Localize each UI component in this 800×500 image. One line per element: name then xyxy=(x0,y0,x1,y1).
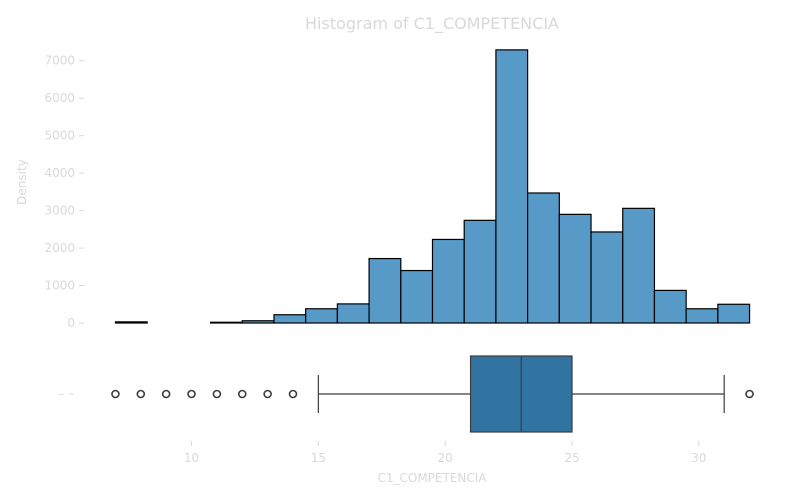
y-tick-label: 7000 xyxy=(44,54,75,68)
chart-title: Histogram of C1_COMPETENCIA xyxy=(305,14,559,34)
histogram-bar xyxy=(558,213,592,324)
boxplot-x-ticks: 10 15 20 25 30 xyxy=(184,441,706,465)
histogram-bar xyxy=(717,303,751,324)
y-axis-label: Density xyxy=(15,159,29,205)
histogram-bar xyxy=(463,219,497,324)
histogram-bar xyxy=(241,320,275,324)
x-tick-label: 25 xyxy=(564,451,579,465)
boxplot: – xyxy=(58,355,754,433)
outlier-point xyxy=(263,389,272,399)
x-tick-label: 20 xyxy=(438,451,453,465)
y-tick-label: 3000 xyxy=(44,204,75,218)
y-tick-label: 0 xyxy=(67,316,75,330)
histogram-bar xyxy=(368,257,402,324)
outlier-point xyxy=(136,389,146,399)
outlier-point xyxy=(237,389,247,399)
histogram-bar xyxy=(622,207,656,324)
histogram-bar xyxy=(336,303,370,324)
histogram-bar xyxy=(209,321,243,324)
histogram-y-ticks: 0 1000 2000 3000 4000 5000 6000 7000 xyxy=(44,54,84,330)
histogram-bar xyxy=(590,231,624,324)
outlier-point xyxy=(187,389,196,399)
y-tick-label: 5000 xyxy=(44,129,75,143)
boxplot-y-tick-label: – xyxy=(58,387,64,401)
histogram-bar xyxy=(114,321,148,324)
histogram-bar xyxy=(495,49,529,324)
histogram-bar xyxy=(685,308,719,324)
histogram-bar xyxy=(527,192,560,324)
y-tick-label: 4000 xyxy=(44,166,75,180)
x-tick-label: 30 xyxy=(691,451,706,465)
histogram-bars xyxy=(114,49,751,324)
histogram-bar xyxy=(431,238,465,324)
outlier-point xyxy=(161,389,171,399)
histogram-bar xyxy=(400,269,434,324)
y-tick-label: 6000 xyxy=(44,91,75,105)
x-axis-label: C1_COMPETENCIA xyxy=(377,471,487,485)
histogram-bar xyxy=(273,314,307,324)
outlier-point xyxy=(212,389,222,399)
x-tick-label: 10 xyxy=(184,451,199,465)
outlier-point xyxy=(288,389,298,399)
histogram-bar xyxy=(305,308,338,324)
y-tick-label: 1000 xyxy=(44,279,75,293)
x-tick-label: 15 xyxy=(311,451,326,465)
outlier-point xyxy=(111,389,120,399)
histogram-bar xyxy=(653,289,687,324)
y-tick-label: 2000 xyxy=(44,241,75,255)
outlier-point xyxy=(745,389,754,399)
